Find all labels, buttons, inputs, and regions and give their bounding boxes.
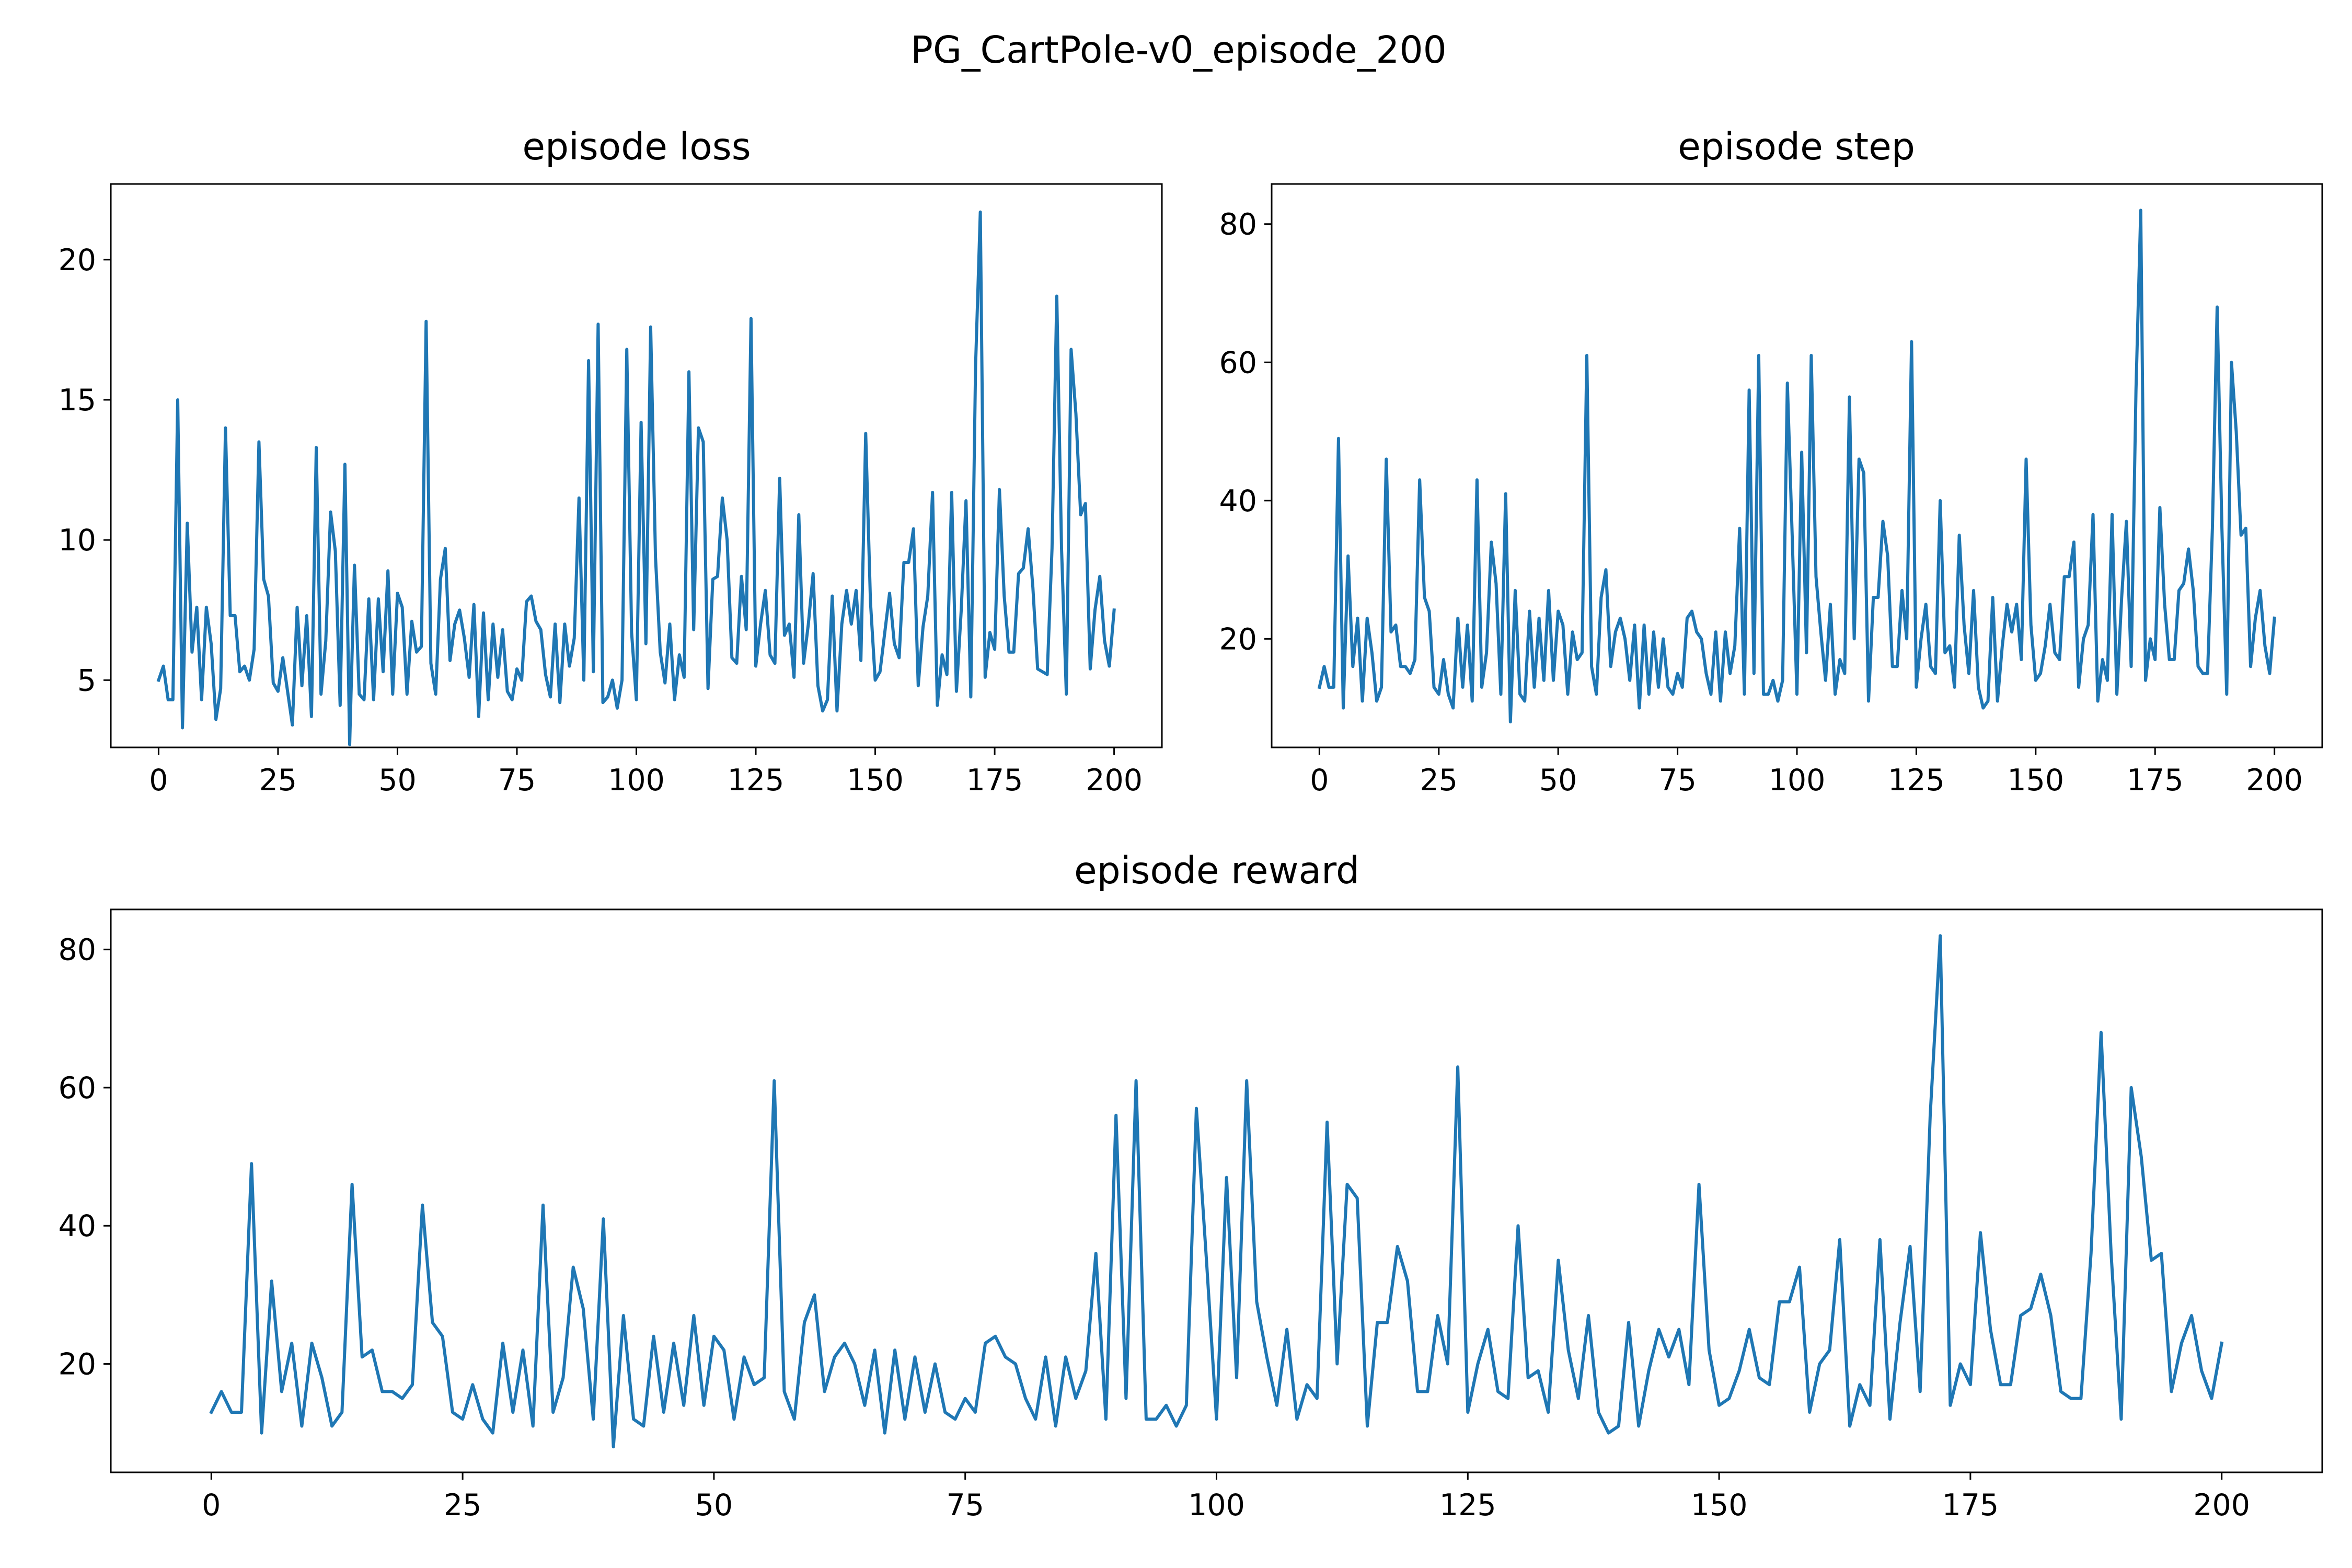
x-tick-label: 175: [966, 763, 1023, 798]
y-tick-label: 40: [58, 1209, 96, 1243]
x-tick-label: 25: [1420, 763, 1458, 798]
subplot-title: episode reward: [1074, 849, 1359, 892]
x-tick-label: 200: [2246, 763, 2303, 798]
x-tick-label: 175: [1942, 1488, 1999, 1523]
x-tick-label: 100: [1188, 1488, 1245, 1523]
x-tick-label: 100: [608, 763, 665, 798]
y-tick-label: 80: [58, 933, 96, 967]
x-tick-label: 0: [202, 1488, 221, 1523]
series-line: [1317, 209, 2276, 724]
x-tick-label: 75: [498, 763, 536, 798]
subplot-episode-step: episode step 0 25 50 75 100 125 150 175 200 20 40 6…: [1219, 125, 2323, 798]
x-tick-label: 150: [1691, 1488, 1748, 1523]
x-tick-label: 50: [378, 763, 417, 798]
x-tick-label: 150: [847, 763, 904, 798]
x-tick-label: 125: [728, 763, 785, 798]
x-tick-label: 125: [1888, 763, 1945, 798]
x-tick-label: 150: [2007, 763, 2064, 798]
y-tick-label: 5: [77, 663, 96, 698]
figure-title: PG_CartPole-v0_episode_200: [910, 28, 1447, 72]
y-tick-label: 60: [1219, 345, 1257, 380]
x-tick-label: 75: [946, 1488, 984, 1523]
x-tick-label: 100: [1769, 763, 1826, 798]
y-tick-label: 20: [58, 1347, 96, 1382]
y-tick-label: 15: [58, 383, 96, 418]
y-tick-label: 40: [1219, 484, 1257, 518]
subplot-episode-reward: episode reward 0 25 50 75 100 125 150 175 200 20 4…: [58, 849, 2323, 1523]
x-tick-label: 125: [1439, 1488, 1496, 1523]
y-tick-label: 10: [58, 523, 96, 558]
series-line: [209, 934, 2224, 1449]
series-line: [156, 210, 1116, 746]
x-tick-label: 50: [695, 1488, 733, 1523]
subplot-title: episode step: [1678, 125, 1915, 168]
y-tick-label: 20: [1219, 622, 1257, 656]
x-tick-label: 25: [444, 1488, 482, 1523]
y-tick-label: 80: [1219, 207, 1257, 242]
x-tick-label: 175: [2127, 763, 2184, 798]
x-tick-label: 50: [1539, 763, 1577, 798]
x-tick-label: 200: [2193, 1488, 2250, 1523]
x-tick-label: 0: [1310, 763, 1329, 798]
subplot-title: episode loss: [522, 125, 751, 168]
y-tick-label: 60: [58, 1071, 96, 1105]
x-tick-label: 200: [1086, 763, 1143, 798]
x-tick-label: 0: [149, 763, 168, 798]
x-tick-label: 75: [1658, 763, 1697, 798]
subplot-episode-loss: episode loss 0 25 50 75 100 125 150 175 200 5 10 15…: [58, 125, 1163, 798]
y-tick-label: 20: [58, 243, 96, 278]
x-tick-label: 25: [259, 763, 297, 798]
